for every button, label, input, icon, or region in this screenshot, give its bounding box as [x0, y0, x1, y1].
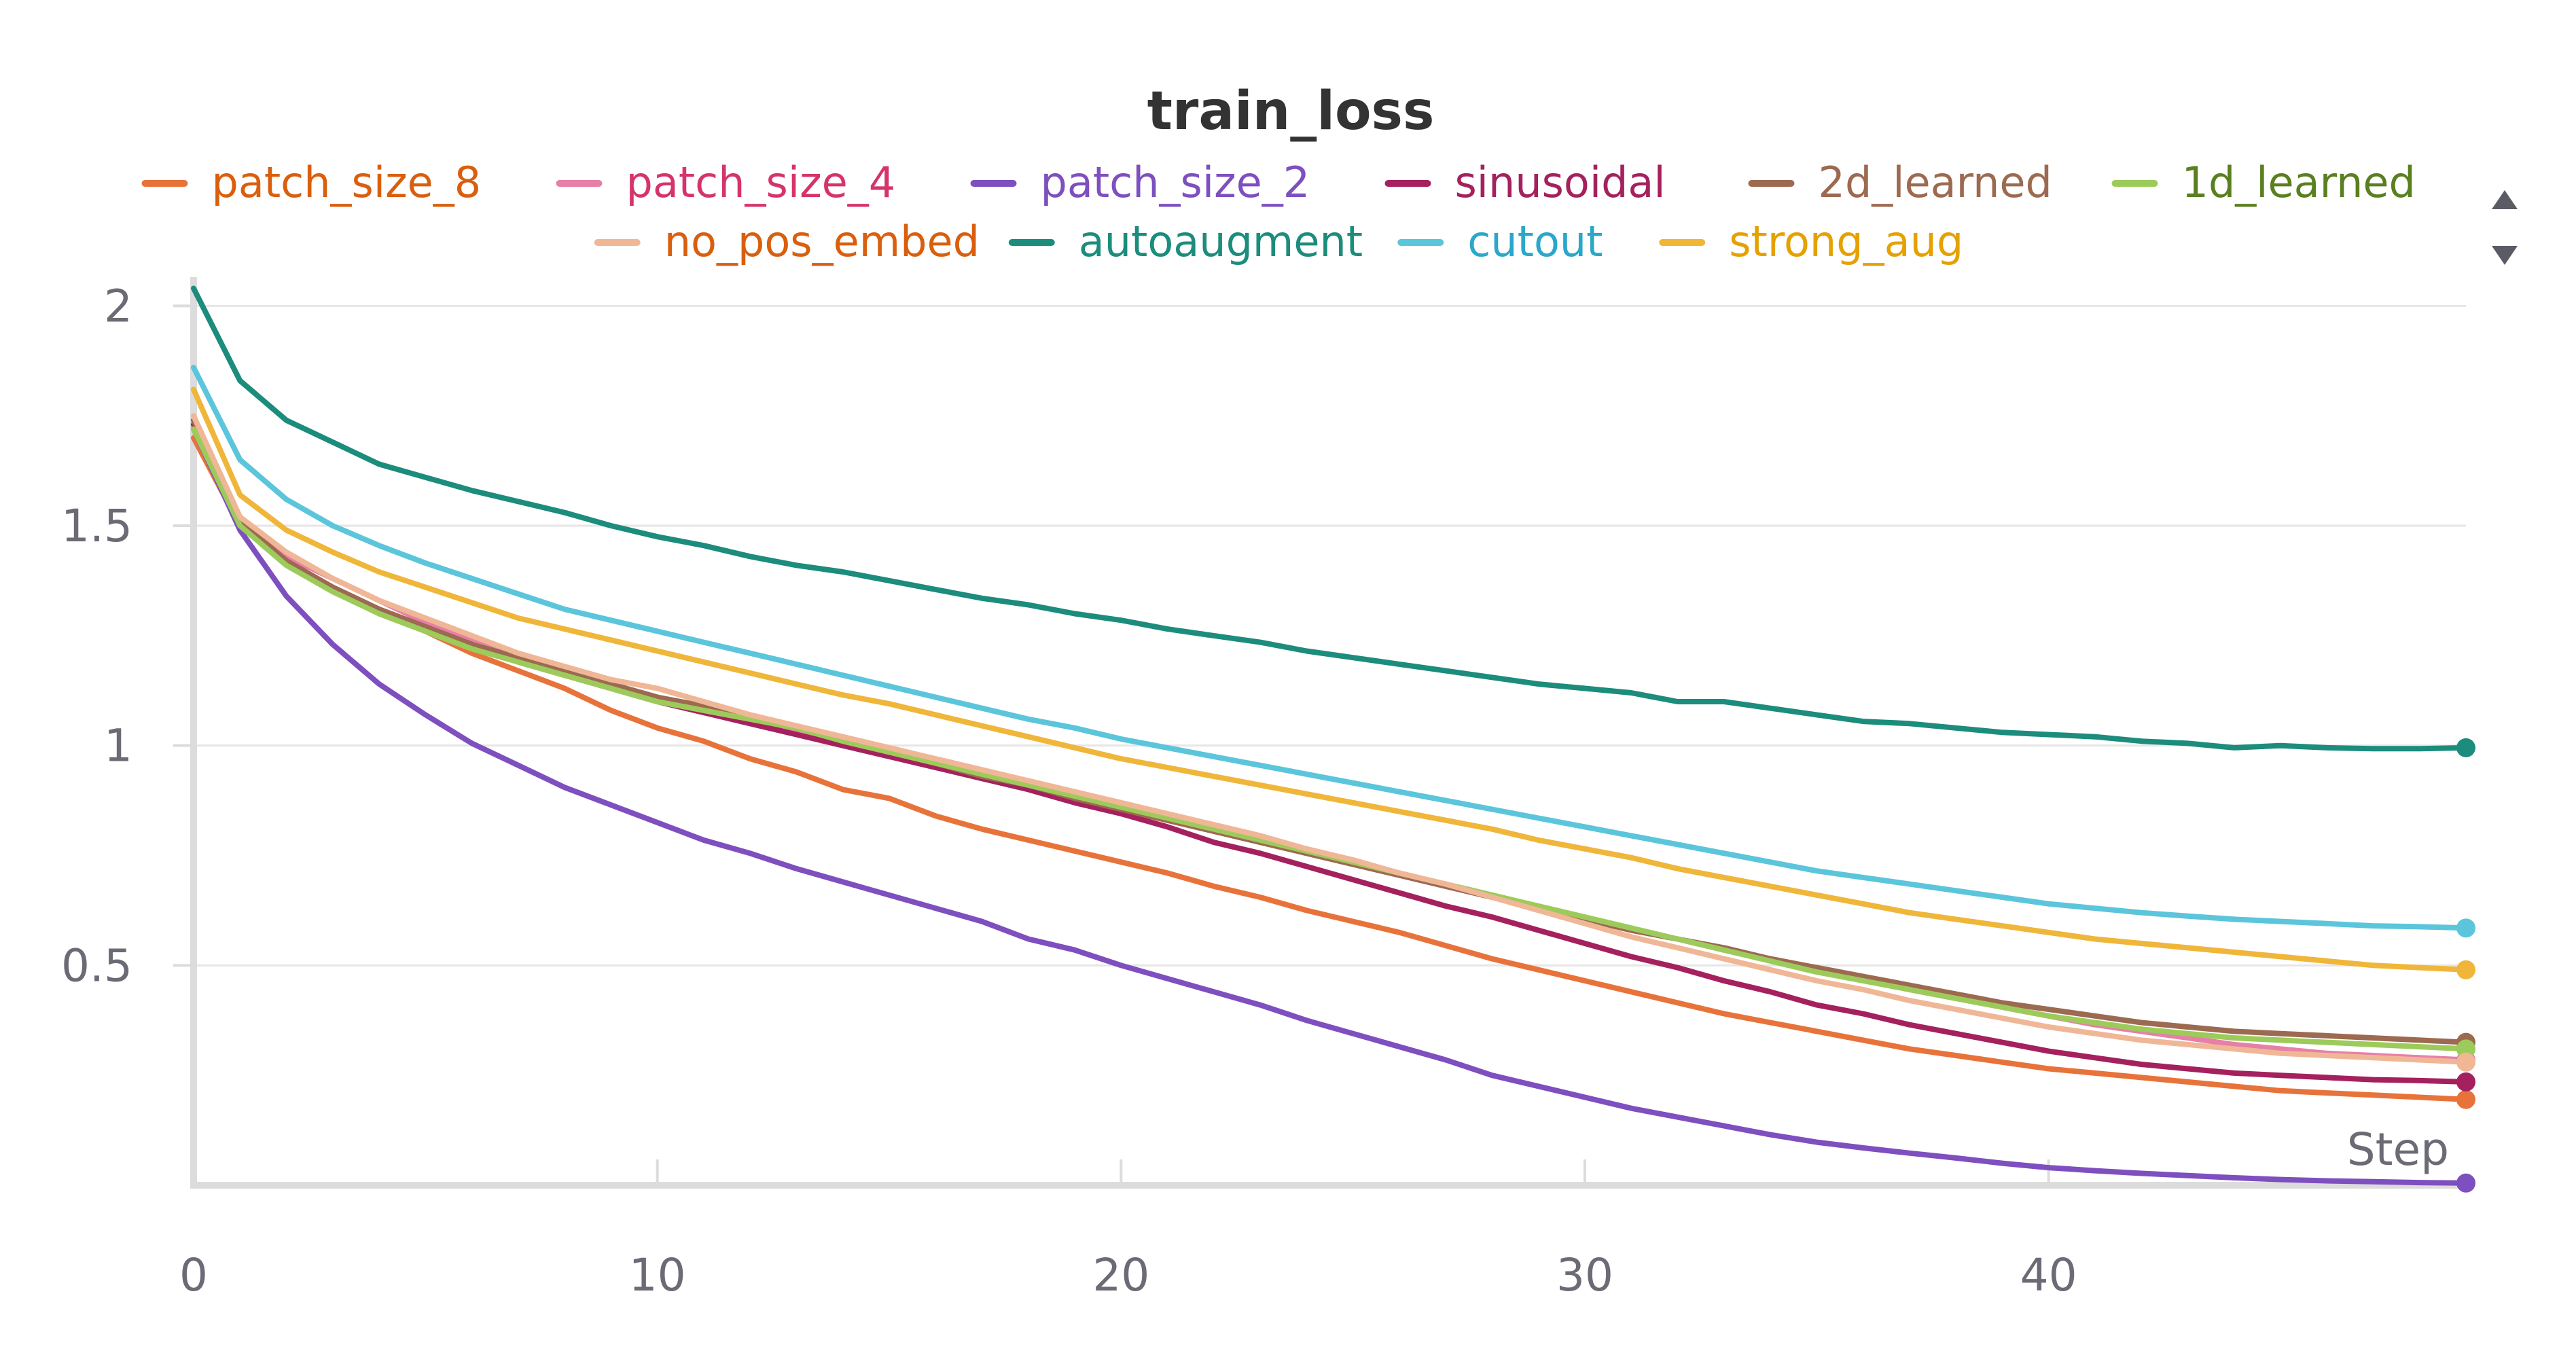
legend-label: 1d_learned — [2182, 158, 2416, 207]
series-lines — [191, 285, 2469, 1186]
x-tick-label: 20 — [1092, 1249, 1149, 1301]
x-tick-label: 30 — [1556, 1249, 1613, 1301]
legend-item[interactable]: autoaugment — [1008, 217, 1363, 266]
end-marker-strong_aug — [2456, 960, 2475, 979]
series-line-sinusoidal[interactable] — [191, 422, 2469, 1085]
legend-label: patch_size_2 — [1041, 158, 1310, 207]
series-line-patch_size_2[interactable] — [191, 426, 2469, 1186]
series-line-strong_aug[interactable] — [191, 386, 2469, 973]
x-tick-label: 0 — [179, 1249, 208, 1301]
legend-label: sinusoidal — [1455, 158, 1666, 207]
end-marker-sinusoidal — [2456, 1072, 2475, 1092]
y-tick-label: 1 — [104, 720, 132, 772]
legend-label: patch_size_4 — [626, 158, 896, 207]
x-axis-label: Step — [2347, 1123, 2449, 1176]
series-end-markers — [2456, 738, 2475, 1193]
triangle-up-icon[interactable] — [2492, 190, 2518, 209]
legend-item[interactable]: no_pos_embed — [594, 217, 980, 266]
gridlines — [194, 304, 2466, 967]
end-marker-no_pos_embed — [2456, 1052, 2475, 1072]
series-line-2d_learned[interactable] — [191, 417, 2469, 1045]
legend-label: patch_size_8 — [212, 158, 482, 207]
legend: patch_size_8 patch_size_4 patch_size_2 sinu… — [141, 158, 2416, 266]
triangle-down-icon[interactable] — [2492, 246, 2518, 265]
x-tick-label: 40 — [2020, 1249, 2077, 1301]
end-marker-1d_learned — [2456, 1039, 2475, 1059]
end-marker-cutout — [2456, 918, 2475, 938]
legend-label: 2d_learned — [1819, 158, 2052, 207]
legend-item[interactable]: 1d_learned — [2111, 158, 2416, 207]
legend-item[interactable]: sinusoidal — [1384, 158, 1666, 207]
end-marker-patch_size_2 — [2456, 1173, 2475, 1193]
chart-title: train_loss — [1147, 81, 1435, 142]
series-line-autoaugment[interactable] — [191, 285, 2469, 752]
y-tick-label: 1.5 — [61, 500, 132, 552]
legend-item[interactable]: 2d_learned — [1748, 158, 2052, 207]
legend-item[interactable]: patch_size_4 — [556, 158, 896, 207]
legend-scroll-controls — [2471, 177, 2538, 292]
end-marker-patch_size_8 — [2456, 1089, 2475, 1109]
series-line-no_pos_embed[interactable] — [191, 413, 2469, 1065]
legend-item[interactable]: cutout — [1397, 217, 1603, 266]
tick-labels: 0 10 20 30 40 0.5 1 1.5 2 — [61, 280, 2077, 1301]
legend-label: no_pos_embed — [664, 217, 980, 266]
end-marker-autoaugment — [2456, 738, 2475, 757]
legend-label: cutout — [1467, 217, 1603, 266]
legend-item[interactable]: patch_size_8 — [141, 158, 482, 207]
legend-item[interactable]: patch_size_2 — [970, 158, 1310, 207]
legend-item[interactable]: strong_aug — [1659, 217, 1963, 266]
axes — [173, 277, 2466, 1189]
series-line-patch_size_8[interactable] — [191, 435, 2469, 1102]
legend-label: autoaugment — [1079, 217, 1363, 266]
y-tick-label: 2 — [104, 280, 132, 332]
legend-label: strong_aug — [1729, 217, 1963, 266]
series-line-cutout[interactable] — [191, 365, 2469, 931]
x-tick-label: 10 — [629, 1249, 686, 1301]
y-tick-label: 0.5 — [61, 939, 132, 992]
